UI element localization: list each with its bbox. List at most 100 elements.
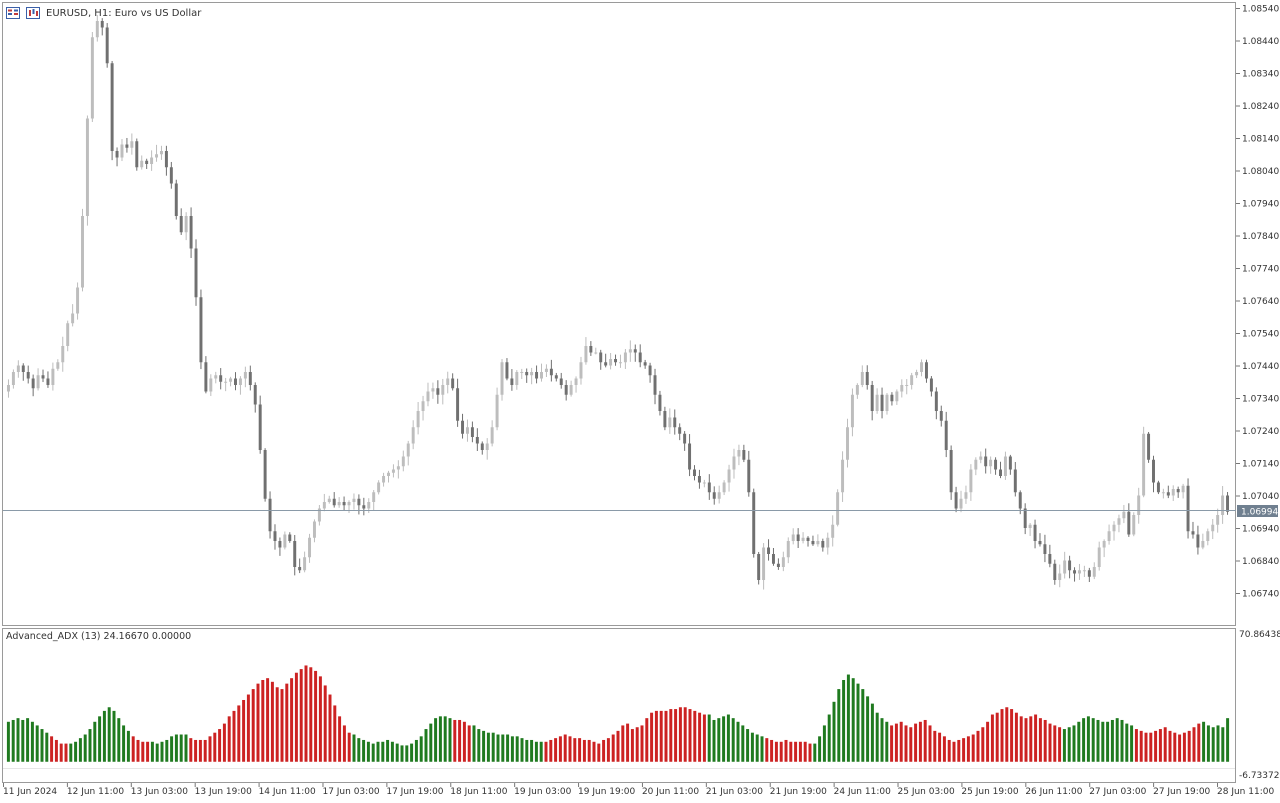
adx-bar — [362, 739, 366, 762]
adx-bar — [1005, 707, 1009, 762]
main-chart-frame[interactable] — [2, 2, 1236, 626]
candle-body — [436, 388, 440, 395]
candle-body — [574, 378, 578, 385]
candle-body — [26, 372, 30, 379]
adx-bar — [54, 739, 58, 762]
candle — [1196, 525, 1200, 555]
candle-body — [1013, 469, 1017, 493]
adx-bar — [1034, 714, 1038, 762]
candle-body — [870, 385, 874, 411]
candle — [485, 438, 489, 460]
candle — [924, 359, 928, 383]
adx-bar — [885, 721, 889, 762]
adx-bar — [496, 734, 500, 762]
adx-bar — [333, 705, 337, 762]
candle — [105, 23, 109, 68]
candle-body — [747, 459, 751, 493]
candle-body — [416, 411, 420, 428]
adx-bar — [1178, 734, 1182, 762]
time-axis-label: 18 Jun 11:00 — [450, 787, 507, 797]
candle — [969, 464, 973, 501]
candle — [6, 379, 10, 398]
adx-bar — [611, 734, 615, 762]
candle — [238, 376, 242, 395]
candle — [387, 470, 390, 483]
adx-bar — [410, 743, 414, 762]
candle-body — [880, 394, 884, 411]
adx-bar — [986, 721, 990, 762]
time-axis-label: 24 Jun 11:00 — [834, 787, 891, 797]
adx-bar — [746, 729, 750, 762]
adx-bar — [486, 732, 490, 762]
candle — [31, 374, 35, 397]
candle-body — [855, 385, 859, 395]
candle-body — [1211, 524, 1215, 532]
candle-body — [456, 388, 460, 421]
adx-bar — [822, 725, 826, 762]
candle-body — [910, 375, 914, 385]
indicator-axis-bottom-label: -6.73372 — [1239, 771, 1279, 781]
candle-body — [140, 160, 144, 168]
candle — [944, 411, 948, 458]
trade-panel-icon[interactable] — [6, 7, 20, 19]
candle-body — [184, 216, 188, 233]
candle-body — [263, 450, 267, 499]
time-axis-label: 14 Jun 11:00 — [259, 787, 316, 797]
candle — [214, 371, 218, 384]
candle — [559, 372, 563, 389]
adx-bar — [347, 732, 351, 762]
candle-body — [451, 378, 455, 389]
adx-bar — [117, 718, 121, 762]
candle — [465, 419, 469, 442]
adx-bar — [880, 718, 884, 762]
candle-body — [352, 498, 356, 502]
candle — [401, 450, 405, 472]
candle-body — [485, 443, 489, 450]
adx-bar — [160, 741, 164, 762]
candle-body — [920, 362, 924, 372]
candle — [999, 461, 1002, 479]
candle — [1107, 524, 1111, 545]
candle — [431, 382, 435, 399]
candle — [658, 390, 662, 416]
chart-type-icon[interactable] — [26, 7, 40, 19]
candle-body — [1161, 492, 1165, 494]
adx-bar — [683, 707, 687, 762]
adx-histogram — [6, 665, 1230, 762]
candle — [1166, 485, 1170, 499]
adx-bar — [294, 672, 298, 762]
candle — [1053, 559, 1057, 585]
candle — [574, 376, 578, 393]
adx-bar — [1014, 712, 1018, 762]
candle — [668, 408, 672, 434]
candle-body — [1152, 459, 1155, 483]
candle-body — [599, 352, 603, 363]
candle — [643, 359, 647, 369]
candle-body — [253, 385, 257, 405]
candle-body — [732, 456, 736, 470]
candle — [525, 368, 529, 383]
candle — [870, 380, 874, 421]
adx-bar — [26, 718, 30, 762]
candle — [71, 304, 75, 327]
candle-body — [989, 459, 993, 467]
candle — [377, 480, 381, 495]
candle-body — [658, 394, 662, 411]
candle — [737, 444, 741, 466]
candle-body — [801, 537, 805, 541]
adx-bar — [299, 669, 303, 762]
candle-body — [372, 492, 376, 502]
candle — [1068, 555, 1072, 579]
adx-bar — [736, 721, 740, 762]
adx-bar — [1096, 719, 1100, 762]
candle-body — [841, 459, 845, 493]
candle — [974, 457, 978, 476]
candle-body — [1201, 541, 1205, 548]
adx-bar — [1024, 718, 1028, 762]
adx-bar — [1082, 718, 1086, 762]
candle — [1092, 562, 1096, 580]
candle-body — [1082, 570, 1086, 572]
candle-body — [21, 365, 25, 372]
adx-bar — [112, 710, 116, 762]
